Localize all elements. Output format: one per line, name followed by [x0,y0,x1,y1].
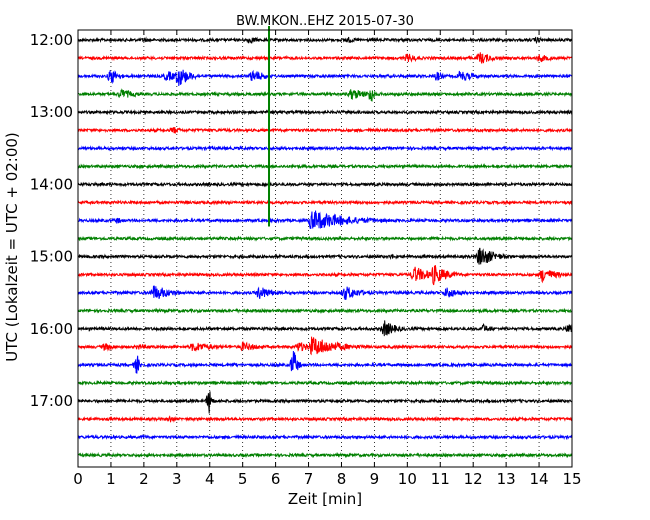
trace-row [77,163,573,170]
trace-row [77,88,573,102]
y-tick-label: 13:00 [30,103,73,121]
x-tick-label: 8 [337,470,347,488]
x-tick-label: 5 [238,470,248,488]
x-tick-label: 14 [530,470,549,488]
chart-title: BW.MKON..EHZ 2015-07-30 [236,14,414,29]
y-axis-label: UTC (Lokalzeit = UTC + 02:00) [3,132,21,362]
trace-row [77,415,573,423]
x-tick-label: 7 [304,470,314,488]
y-axis-ticks: 12:00 13:00 14:00 15:00 16:00 17:00 [30,31,83,410]
y-tick-label: 17:00 [30,392,73,410]
trace-row [77,433,573,441]
trace-row [77,320,573,337]
grid-lines [110,30,540,467]
trace-row [77,69,573,87]
x-axis-label: Zeit [min] [288,490,362,508]
plot-frame [77,29,573,468]
x-tick-label: 9 [370,470,380,488]
trace-row [77,36,573,45]
x-tick-label: 15 [562,470,581,488]
trace-row [77,391,573,414]
x-tick-label: 6 [271,470,281,488]
x-axis-ticks: 0 1 2 3 4 5 6 7 8 9 10 11 12 13 14 15 [73,30,582,488]
trace-row [77,336,573,356]
x-tick-label: 1 [106,470,116,488]
trace-row [77,285,573,300]
trace-row [77,199,573,206]
x-tick-label: 12 [464,470,483,488]
trace-row [77,144,573,152]
trace-row [77,210,573,230]
seismic-traces [77,36,573,459]
trace-row [77,307,573,314]
trace-row [77,379,573,387]
x-tick-label: 2 [139,470,149,488]
x-tick-label: 13 [497,470,516,488]
trace-row [77,109,573,116]
y-tick-label: 12:00 [30,31,73,49]
y-tick-label: 16:00 [30,320,73,338]
trace-row [77,127,573,134]
x-tick-label: 4 [205,470,215,488]
y-tick-label: 15:00 [30,248,73,266]
trace-row [77,264,573,286]
x-tick-label: 10 [398,470,417,488]
x-tick-label: 0 [73,470,83,488]
trace-row [77,350,573,374]
y-tick-label: 14:00 [30,175,73,193]
x-tick-label: 3 [172,470,182,488]
trace-row [77,235,573,242]
trace-row [77,247,573,265]
trace-row [77,451,573,459]
trace-row [77,181,573,188]
trace-row [77,52,573,64]
x-tick-label: 11 [431,470,450,488]
